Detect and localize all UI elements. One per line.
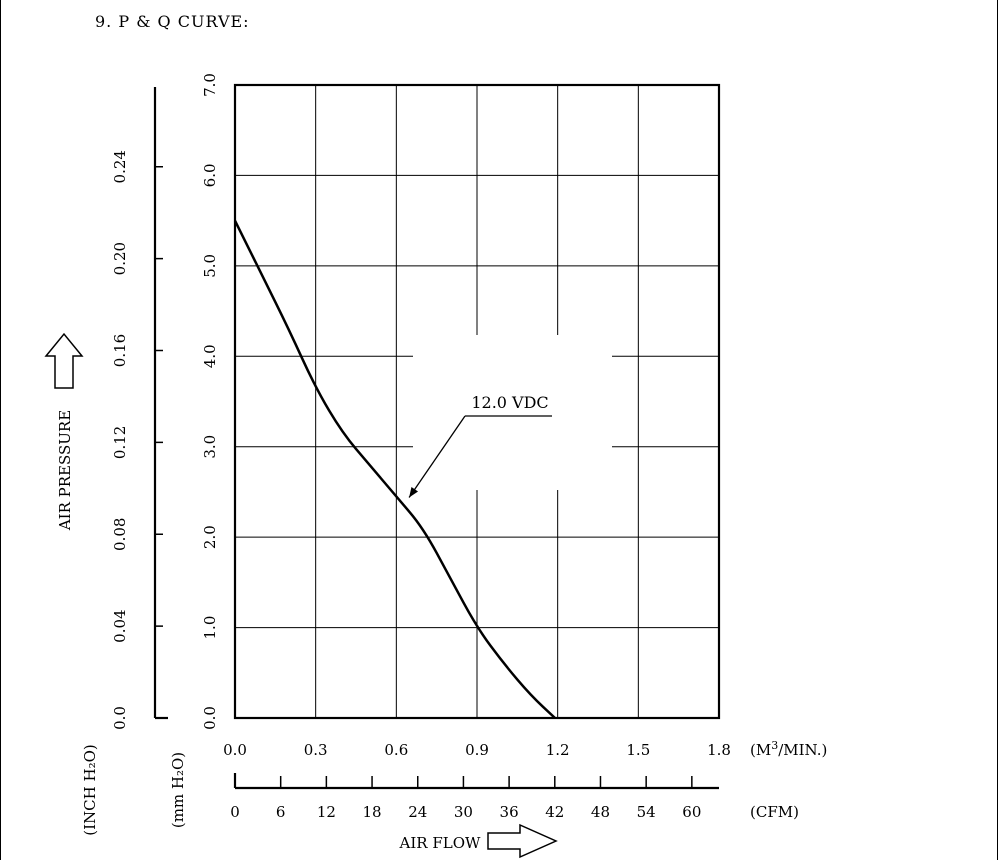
axes: [153, 83, 721, 790]
right-arrow-icon: [487, 823, 558, 859]
cfm-tick: 18: [363, 803, 382, 821]
y-tick-inch: 0.16: [111, 334, 129, 367]
cfm-tick: 48: [591, 803, 610, 821]
annotation-label-12vdc: 12.0 VDC: [471, 393, 548, 412]
y-tick-mm: 1.0: [201, 616, 219, 640]
y-tick-inch: 0.20: [111, 242, 129, 275]
cfm-tick: 12: [317, 803, 336, 821]
x-unit-primary-main: (M: [750, 741, 771, 759]
cfm-tick: 6: [276, 803, 286, 821]
x-unit-primary-tail: /MIN.): [778, 741, 827, 759]
x-tick: 1.8: [707, 741, 731, 759]
cfm-tick: 24: [408, 803, 427, 821]
axis-labels: AIR PRESSURE AIR FLOW (M3/MIN.) (CFM) (m…: [56, 410, 827, 852]
x-unit-secondary: (CFM): [750, 803, 799, 821]
cfm-tick: 42: [545, 803, 564, 821]
page-border-right: [997, 0, 998, 860]
y-axis-title: AIR PRESSURE: [56, 410, 74, 531]
y-tick-mm: 0.0: [201, 706, 219, 730]
y-tick-inch: 0.08: [111, 518, 129, 551]
x-tick: 0.3: [304, 741, 328, 759]
annotation-leader: [408, 415, 466, 498]
y-tick-mm: 5.0: [201, 254, 219, 278]
series-line-12vdc: [233, 220, 556, 719]
y-tick-mm: 2.0: [201, 525, 219, 549]
annotation-arrowhead: [409, 486, 419, 498]
plot-frame: [233, 83, 721, 720]
y-tick-mm: 3.0: [201, 435, 219, 459]
y-tick-mm: 4.0: [201, 344, 219, 368]
y-tick-inch: 0.12: [111, 426, 129, 459]
y-unit-primary: (mm H₂O): [169, 752, 187, 828]
annotations: 12.0 VDC: [408, 393, 552, 498]
x-axis-title: AIR FLOW: [399, 834, 481, 852]
y-tick-inch: 0.04: [111, 609, 129, 642]
x-unit-primary: (M3/MIN.): [750, 739, 827, 759]
section-title: 9. P & Q CURVE:: [95, 12, 250, 31]
x-tick: 0.0: [223, 741, 247, 759]
cfm-tick: 30: [454, 803, 473, 821]
y-tick-inch: 0.0: [111, 706, 129, 730]
page-border-left: [0, 0, 1, 860]
y-tick-mm: 6.0: [201, 163, 219, 187]
x-tick: 1.2: [546, 741, 570, 759]
cfm-tick: 36: [500, 803, 519, 821]
y-tick-inch: 0.24: [111, 150, 129, 183]
x-tick: 0.9: [465, 741, 489, 759]
cfm-tick: 54: [637, 803, 656, 821]
up-arrow-icon: [44, 332, 84, 389]
cfm-tick: 0: [230, 803, 240, 821]
series: [233, 220, 556, 719]
x-unit-primary-sup: 3: [771, 739, 778, 752]
cfm-tick: 60: [682, 803, 701, 821]
y-unit-secondary: (INCH H₂O): [81, 744, 99, 835]
y-tick-mm: 7.0: [201, 73, 219, 97]
x-tick: 0.6: [384, 741, 408, 759]
tick-labels: 0.0 1.0 2.0 3.0 4.0 5.0 6.0 7.0 0.0 0.04 0.08 0.12 0…: [111, 73, 731, 821]
x-tick: 1.5: [626, 741, 650, 759]
